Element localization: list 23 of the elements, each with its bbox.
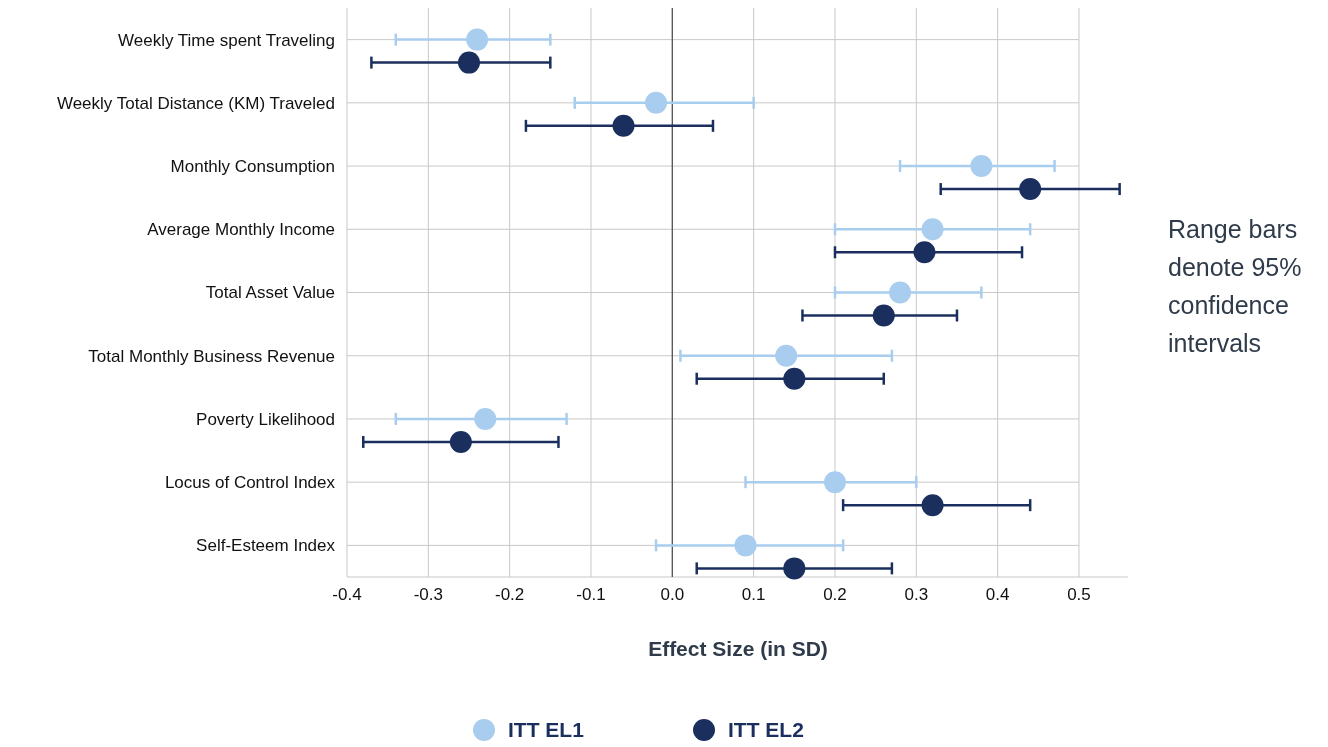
text: Range bars denote 95% confidence intervals	[1168, 215, 1302, 357]
y-tick-label: Total Asset Value	[205, 283, 335, 303]
y-tick-label: Poverty Likelihood	[196, 409, 335, 429]
y-tick-label: Monthly Consumption	[170, 157, 335, 177]
x-tick-label: -0.4	[332, 585, 362, 604]
x-tick-label: 0.5	[1067, 585, 1091, 604]
y-tick-label: Weekly Time spent Traveling	[118, 30, 335, 50]
legend-label: ITT EL2	[728, 718, 804, 742]
legend-label: ITT EL1	[508, 718, 585, 742]
x-axis-title: Effect Size (in SD)	[648, 637, 828, 660]
x-tick-label: -0.1	[576, 585, 606, 604]
x-tick-label: 0.4	[985, 585, 1010, 604]
y-tick-label: Average Monthly Income	[147, 220, 335, 240]
x-tick-label: -0.3	[413, 585, 443, 604]
x-tick-label: 0.0	[660, 585, 685, 604]
x-tick-label: -0.2	[495, 585, 525, 604]
y-tick-label: Locus of Control Index	[164, 473, 336, 493]
x-tick-label: 0.2	[823, 585, 847, 604]
x-tick-label: 0.1	[741, 585, 766, 604]
x-tick-label: 0.3	[904, 585, 929, 604]
y-tick-label: Total Monthly Business Revenue	[88, 346, 335, 366]
y-tick-label: Weekly Total Distance (KM) Traveled	[56, 93, 335, 113]
y-tick-label: Self-Esteem Index	[196, 536, 336, 556]
